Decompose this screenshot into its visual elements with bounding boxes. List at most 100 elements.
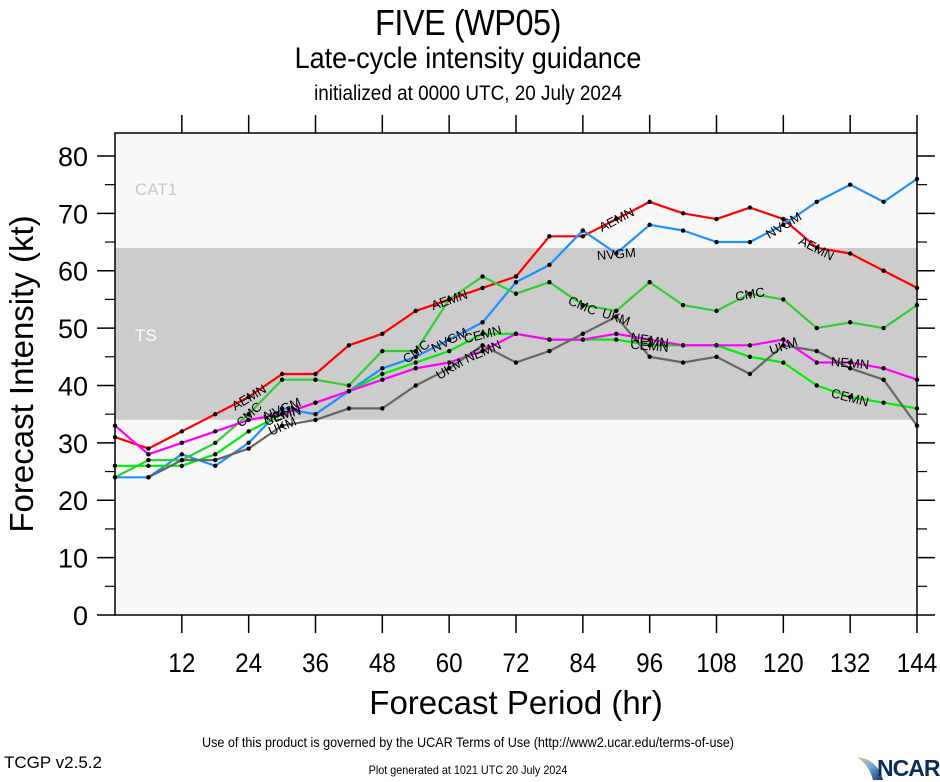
- x-tick-label: 132: [830, 649, 871, 678]
- point-nemn-102h: [680, 343, 686, 348]
- point-cemn-12h: [179, 463, 185, 469]
- point-ukm-36h: [313, 417, 318, 423]
- point-cmc-84h: [580, 302, 586, 308]
- chart-title: FIVE (WP05): [375, 2, 561, 43]
- band-below-ts: [115, 419, 917, 615]
- point-aemn-30h: [279, 371, 285, 377]
- point-cemn-90h: [614, 337, 619, 342]
- point-nemn-84h: [580, 337, 586, 342]
- point-aemn-78h: [547, 234, 552, 239]
- point-nemn-72h: [513, 331, 519, 337]
- point-ukm-12h: [179, 457, 185, 463]
- point-nvgm-48h: [380, 366, 385, 371]
- point-ukm-108h: [714, 354, 719, 359]
- y-tick-label: 10: [58, 544, 88, 574]
- point-nvgm-90h: [614, 251, 619, 256]
- point-nvgm-78h: [547, 262, 552, 268]
- point-cmc-42h: [346, 383, 352, 388]
- point-cemn-96h: [647, 343, 652, 348]
- point-nvgm-126h: [814, 199, 819, 205]
- point-aemn-48h: [380, 331, 385, 337]
- point-ukm-30h: [279, 423, 285, 428]
- point-cmc-78h: [547, 279, 552, 285]
- series-points: [112, 176, 920, 480]
- point-cmc-36h: [313, 377, 318, 382]
- point-cemn-114h: [747, 354, 753, 359]
- point-cmc-138h: [881, 325, 886, 331]
- point-aemn-6h: [146, 446, 151, 451]
- point-nvgm-30h: [279, 406, 285, 411]
- y-tick-label: 40: [58, 371, 88, 401]
- point-ukm-6h: [146, 475, 151, 480]
- point-ukm-114h: [747, 371, 753, 377]
- point-nemn-18h: [213, 429, 218, 434]
- band-cat1: [115, 133, 917, 248]
- series-label-cemn: CEMN: [630, 337, 669, 355]
- point-nemn-12h: [179, 440, 185, 446]
- point-nvgm-18h: [213, 463, 218, 469]
- point-ukm-132h: [847, 366, 853, 371]
- ncar-logo: NCAR: [855, 755, 940, 781]
- band-label-cat1: CAT1: [135, 180, 177, 199]
- point-nvgm-96h: [647, 222, 652, 228]
- point-cemn-120h: [781, 360, 786, 365]
- point-aemn-18h: [213, 411, 218, 417]
- point-nemn-96h: [647, 337, 652, 342]
- point-aemn-12h: [179, 429, 185, 434]
- point-cmc-126h: [814, 325, 819, 331]
- x-tick-label: 72: [502, 649, 529, 678]
- point-cmc-102h: [680, 302, 686, 308]
- point-cmc-6h: [146, 457, 151, 463]
- point-cemn-138h: [881, 400, 886, 405]
- ncar-logo-text: NCAR: [877, 755, 940, 781]
- point-nvgm-66h: [480, 320, 485, 325]
- point-nemn-24h: [246, 417, 251, 423]
- point-aemn-102h: [680, 211, 686, 216]
- point-aemn-84h: [580, 234, 586, 239]
- point-ukm-84h: [580, 331, 586, 337]
- point-cmc-48h: [380, 348, 385, 354]
- point-nvgm-120h: [781, 222, 786, 228]
- point-nemn-126h: [814, 360, 819, 365]
- series-label-nvgm: NVGM: [596, 245, 636, 263]
- x-tick-label: 24: [235, 649, 262, 678]
- point-cemn-66h: [480, 331, 485, 337]
- point-nvgm-60h: [446, 337, 452, 342]
- point-cmc-114h: [747, 291, 753, 296]
- point-nvgm-114h: [747, 239, 753, 245]
- version-label: TCGP v2.5.2: [4, 753, 102, 772]
- point-aemn-90h: [614, 216, 619, 222]
- point-cmc-120h: [781, 297, 786, 302]
- point-cmc-60h: [446, 297, 452, 302]
- point-nemn-66h: [480, 348, 485, 354]
- generated-time: Plot generated at 1021 UTC 20 July 2024: [368, 763, 568, 777]
- intensity-bands: [115, 133, 917, 615]
- y-tick-label: 20: [58, 486, 88, 516]
- chart-subtitle: Late-cycle intensity guidance: [294, 42, 642, 75]
- point-cmc-108h: [714, 308, 719, 314]
- point-cmc-72h: [513, 291, 519, 296]
- point-nemn-132h: [847, 360, 853, 365]
- point-cmc-30h: [279, 377, 285, 382]
- point-aemn-126h: [814, 245, 819, 250]
- point-nvgm-138h: [881, 199, 886, 205]
- init-time: initialized at 0000 UTC, 20 July 2024: [314, 82, 622, 105]
- point-nemn-114h: [747, 343, 753, 348]
- point-cmc-96h: [647, 279, 652, 285]
- point-ukm-42h: [346, 406, 352, 411]
- series-line-ukm: [147, 315, 918, 479]
- point-nemn-48h: [380, 377, 385, 382]
- point-ukm-102h: [680, 360, 686, 365]
- x-tick-label: 144: [897, 649, 938, 678]
- point-aemn-108h: [714, 216, 719, 222]
- y-tick-label: 80: [58, 142, 88, 172]
- point-nvgm-12h: [179, 452, 185, 457]
- y-tick-label: 60: [58, 257, 88, 287]
- point-aemn-66h: [480, 285, 485, 291]
- point-ukm-24h: [246, 446, 251, 451]
- point-aemn-42h: [346, 343, 352, 348]
- point-nemn-30h: [279, 411, 285, 417]
- point-aemn-96h: [647, 199, 652, 205]
- point-nemn-36h: [313, 400, 318, 405]
